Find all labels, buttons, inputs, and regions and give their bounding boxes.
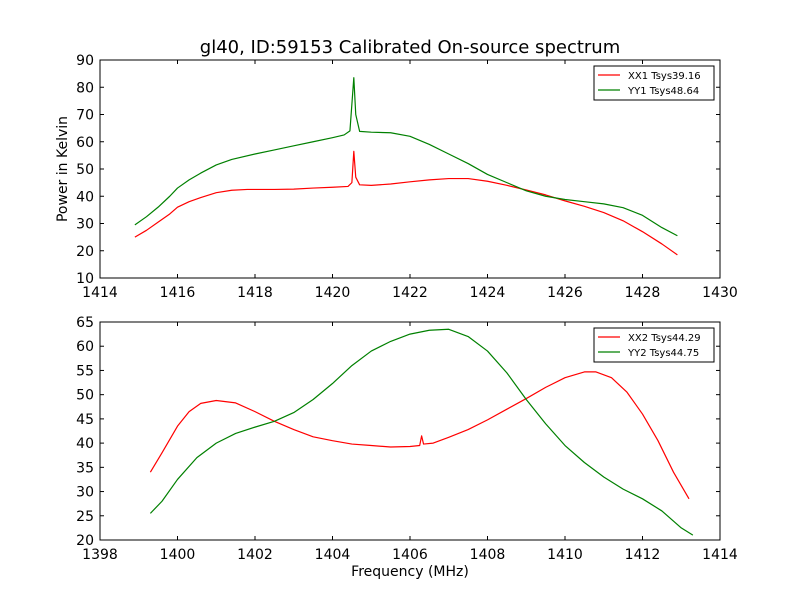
x-tick-label-2-1: 1400 — [160, 547, 196, 563]
x-tick-label-2-0: 1398 — [82, 547, 118, 563]
x-tick-label-1-5: 1424 — [470, 285, 506, 301]
x-tick-label-1-2: 1418 — [237, 285, 273, 301]
plot-panel-1: 1414 1416 1418 1420 1422 1424 1426 1428 1430 10 20… — [55, 53, 738, 301]
plots-layer: 1414 1416 1418 1420 1422 1424 1426 1428 1430 10 20… — [55, 53, 738, 580]
y-tick-label-1-8: 90 — [76, 53, 94, 69]
x-tick-label-1-6: 1426 — [547, 285, 583, 301]
y-tick-label-2-7: 55 — [76, 363, 94, 379]
x-tick-label-1-0: 1414 — [82, 285, 118, 301]
x-axis-label-2: Frequency (MHz) — [351, 564, 469, 580]
y-tick-label-1-6: 70 — [76, 108, 94, 124]
x-tick-label-1-3: 1420 — [315, 285, 351, 301]
y-tick-label-1-1: 20 — [76, 244, 94, 260]
legend-1: XX1 Tsys39.16 YY1 Tsys48.64 — [593, 65, 715, 101]
y-tick-label-2-6: 50 — [76, 388, 94, 404]
x-tick-label-2-6: 1410 — [547, 547, 583, 563]
y-tick-label-2-2: 30 — [76, 485, 94, 501]
legend-label-2-2: YY2 Tsys44.75 — [627, 348, 699, 359]
series-line-2-2 — [149, 328, 694, 536]
y-tick-label-1-4: 50 — [76, 162, 94, 178]
y-tick-label-2-8: 60 — [76, 339, 94, 355]
y-tick-label-1-3: 40 — [76, 189, 94, 205]
y-tick-label-2-0: 20 — [76, 533, 94, 549]
series-line-1-1 — [134, 150, 678, 256]
legend-label-1-1: XX1 Tsys39.16 — [628, 71, 701, 82]
figure-title: gl40, ID:59153 Calibrated On-source spec… — [200, 37, 620, 58]
plot-panel-2: 1398 1400 1402 1404 1406 1408 1410 1412 1414 20 25… — [76, 315, 738, 580]
x-tick-label-1-1: 1416 — [160, 285, 196, 301]
series-line-1-2 — [134, 77, 678, 237]
x-tick-label-1-4: 1422 — [392, 285, 428, 301]
series-line-2-1 — [149, 371, 690, 500]
y-tick-label-1-7: 80 — [76, 80, 94, 96]
x-tick-label-2-8: 1414 — [702, 547, 738, 563]
y-tick-label-2-1: 25 — [76, 509, 94, 525]
y-tick-label-1-5: 60 — [76, 135, 94, 151]
y-axis-label-1: Power in Kelvin — [55, 116, 71, 222]
legend-box-1 — [593, 65, 715, 101]
legend-label-2-1: XX2 Tsys44.29 — [628, 333, 701, 344]
x-tick-label-2-3: 1404 — [315, 547, 351, 563]
y-tick-label-1-0: 10 — [76, 271, 94, 287]
x-tick-label-1-7: 1428 — [625, 285, 661, 301]
x-tick-label-2-7: 1412 — [625, 547, 661, 563]
y-tick-label-2-5: 45 — [76, 412, 94, 428]
legend-2: XX2 Tsys44.29 YY2 Tsys44.75 — [593, 327, 715, 363]
y-tick-label-2-3: 35 — [76, 460, 94, 476]
x-tick-label-1-8: 1430 — [702, 285, 738, 301]
y-tick-label-1-2: 30 — [76, 217, 94, 233]
x-tick-label-2-4: 1406 — [392, 547, 428, 563]
x-tick-label-2-2: 1402 — [237, 547, 273, 563]
y-tick-label-2-4: 40 — [76, 436, 94, 452]
x-tick-label-2-5: 1408 — [470, 547, 506, 563]
legend-label-1-2: YY1 Tsys48.64 — [627, 86, 699, 97]
y-tick-label-2-9: 65 — [76, 315, 94, 331]
legend-box-2 — [593, 327, 715, 363]
